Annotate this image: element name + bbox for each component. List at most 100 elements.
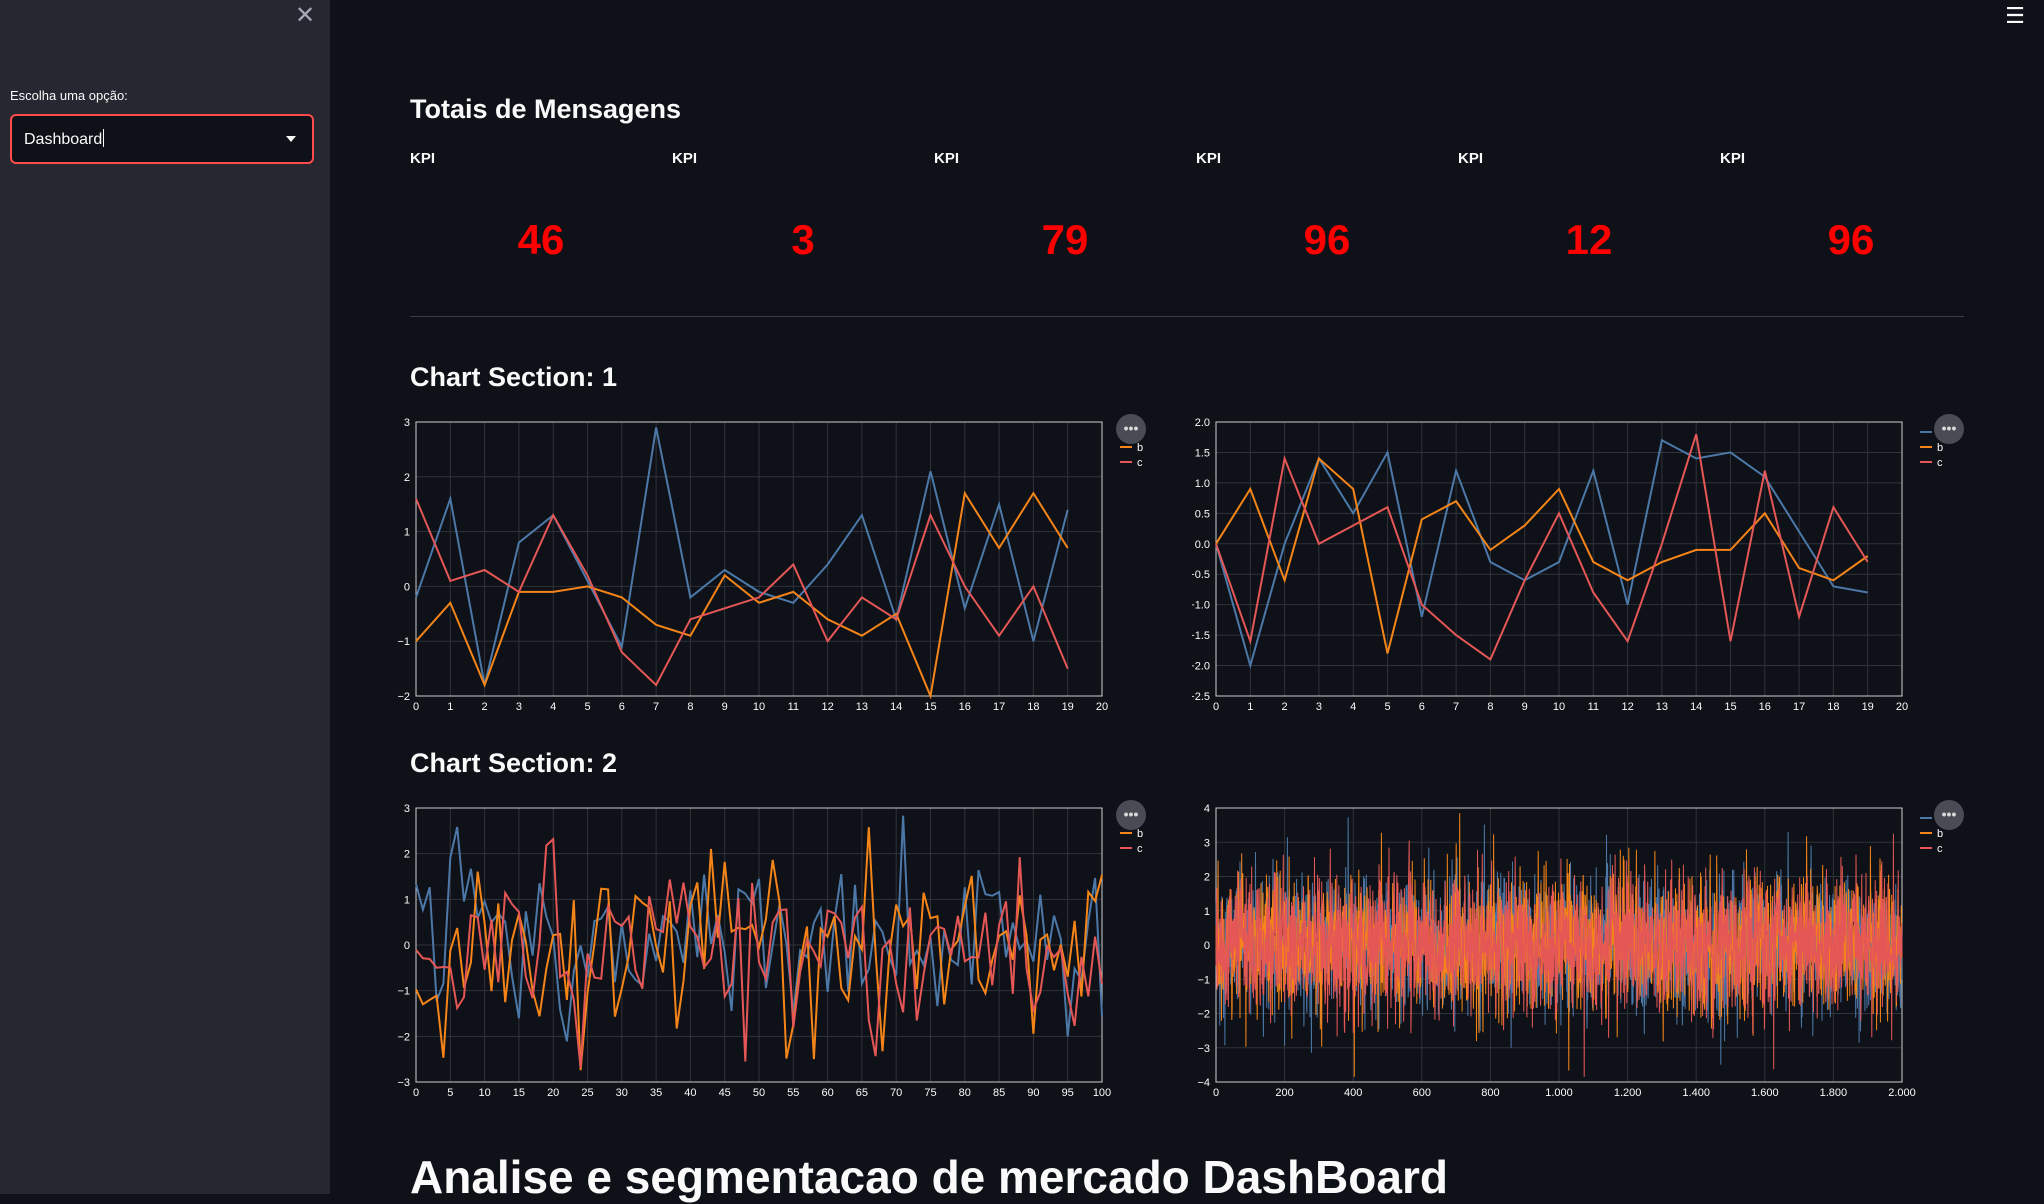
x-tick-label: 85 — [993, 1087, 1005, 1096]
series-line-c — [415, 498, 1069, 687]
kpi-label: KPI — [934, 150, 960, 167]
x-tick-label: 70 — [890, 1087, 902, 1096]
kpi-value: 96 — [1827, 216, 1875, 263]
y-tick-label: −2 — [398, 691, 410, 703]
y-tick-label: 1 — [404, 527, 410, 539]
x-tick-label: 800 — [1481, 1087, 1499, 1096]
x-tick-label: 12 — [821, 701, 833, 710]
plot-frame — [1215, 421, 1903, 697]
x-tick-label: 2,000 — [1888, 1087, 1916, 1096]
kpi-value: 96 — [1303, 216, 1351, 263]
x-tick-label: 16 — [1759, 701, 1771, 710]
plot-frame — [415, 421, 1103, 697]
x-tick-label: 60 — [821, 1087, 833, 1096]
option-select[interactable]: Dashboard — [10, 114, 314, 164]
kpi-value: 79 — [1041, 216, 1089, 263]
x-tick-label: 20 — [547, 1087, 559, 1096]
chart-more-button[interactable]: ••• — [1934, 800, 1964, 830]
x-tick-label: 25 — [581, 1087, 593, 1096]
divider — [410, 316, 1964, 317]
x-tick-label: 14 — [1690, 701, 1702, 710]
kpi-section-title: Totais de Mensagens — [410, 94, 682, 124]
x-tick-label: 9 — [1522, 701, 1528, 710]
kpi-card: KPI 96 — [1720, 148, 1982, 278]
x-tick-label: 200 — [1275, 1087, 1293, 1096]
kpi-label: KPI — [410, 150, 436, 167]
x-tick-label: 1,800 — [1820, 1087, 1848, 1096]
y-tick-label: 0.5 — [1195, 508, 1210, 520]
chart-more-button[interactable]: ••• — [1116, 414, 1146, 444]
y-tick-label: −1 — [398, 986, 410, 998]
chart-section-1-title: Chart Section: 1 — [410, 362, 618, 392]
chart-svg: 0 200 400 600 800 1,000 1,200 1,400 1,600 1,800 2,… — [1197, 803, 1944, 1096]
x-tick-label: 55 — [787, 1087, 799, 1096]
x-tick-label: 2 — [1282, 701, 1288, 710]
x-tick-label: 1,200 — [1614, 1087, 1642, 1096]
y-tick-label: 2 — [1204, 872, 1210, 884]
y-tick-label: 2 — [404, 472, 410, 484]
close-icon[interactable]: ✕ — [294, 2, 316, 29]
x-tick-label: 7 — [1453, 701, 1459, 710]
y-tick-label: −1.0 — [1192, 600, 1210, 612]
line-chart-3[interactable]: 0 5 10 15 20 25 30 35 40 45 50 55 60 65 70 75 80 85 90 95 10… — [398, 796, 1178, 1096]
page-title: Analise e segmentacao de mercado DashBoa… — [410, 1151, 1448, 1203]
y-tick-label: 3 — [404, 803, 410, 815]
x-tick-label: 16 — [959, 701, 971, 710]
x-tick-label: 10 — [753, 701, 765, 710]
y-tick-label: −1 — [398, 636, 410, 648]
hamburger-icon[interactable]: ☰ — [2005, 3, 2025, 28]
x-tick-label: 18 — [1027, 701, 1039, 710]
series-line-a — [415, 815, 1103, 1042]
x-tick-label: 1,400 — [1682, 1087, 1710, 1096]
chart-more-button[interactable]: ••• — [1934, 414, 1964, 444]
series-line-a — [1215, 438, 1868, 670]
x-tick-label: 20 — [1896, 701, 1908, 710]
x-tick-label: 19 — [1062, 701, 1074, 710]
y-tick-label: −4 — [1197, 1077, 1210, 1089]
legend-label: b — [1937, 442, 1943, 454]
x-tick-label: 400 — [1344, 1087, 1362, 1096]
legend-label: c — [1937, 457, 1943, 469]
kpi-card: KPI 12 — [1458, 148, 1720, 278]
x-tick-label: 80 — [959, 1087, 971, 1096]
y-tick-label: 3 — [404, 417, 410, 429]
x-tick-label: 8 — [687, 701, 693, 710]
chart-svg: 0 5 10 15 20 25 30 35 40 45 50 55 60 65 70 75 80 85 90 95 10… — [398, 803, 1144, 1096]
x-tick-label: 18 — [1827, 701, 1839, 710]
select-label: Escolha uma opção: — [10, 88, 128, 103]
x-tick-label: 100 — [1093, 1087, 1111, 1096]
x-tick-label: 4 — [1350, 701, 1356, 710]
x-tick-label: 40 — [684, 1087, 696, 1096]
series-line-b — [415, 490, 1069, 700]
x-tick-label: 15 — [1724, 701, 1736, 710]
x-tick-label: 6 — [1419, 701, 1425, 710]
x-tick-label: 11 — [788, 701, 799, 710]
line-chart-1[interactable]: 0 1 2 3 4 5 6 7 8 9 10 11 12 13 14 15 16 17 18 19 20 3 2 1 0 −1 −2… — [398, 410, 1178, 710]
line-chart-2[interactable]: 0 1 2 3 4 5 6 7 8 9 10 11 12 13 14 15 16 17 18 19 20 2.0 1.5 1.… — [1192, 410, 1972, 710]
chart-more-button[interactable]: ••• — [1116, 800, 1146, 830]
y-tick-label: 0 — [404, 940, 410, 952]
y-tick-label: −0.5 — [1192, 569, 1210, 581]
x-tick-label: 5 — [447, 1087, 453, 1096]
series-line-b — [1215, 456, 1869, 654]
chart-section-2-title: Chart Section: 2 — [410, 748, 618, 778]
kpi-value: 3 — [791, 216, 815, 263]
legend-label: c — [1137, 457, 1143, 469]
y-tick-label: 0 — [1204, 940, 1210, 952]
x-tick-label: 1 — [447, 701, 453, 710]
y-tick-label: −3 — [398, 1077, 410, 1089]
x-tick-label: 95 — [1062, 1087, 1074, 1096]
kpi-card: KPI 46 — [410, 148, 672, 278]
chevron-down-icon — [286, 136, 296, 142]
y-tick-label: −2 — [398, 1031, 410, 1043]
x-tick-label: 6 — [619, 701, 625, 710]
x-tick-label: 50 — [753, 1087, 765, 1096]
y-tick-label: 1 — [1204, 906, 1210, 918]
x-tick-label: 11 — [1588, 701, 1599, 710]
series-line-c — [1215, 433, 1869, 662]
x-tick-label: 13 — [1656, 701, 1668, 710]
sidebar: ✕ Escolha uma opção: Dashboard — [0, 0, 330, 1194]
y-tick-label: 1 — [404, 894, 410, 906]
line-chart-4[interactable]: 0 200 400 600 800 1,000 1,200 1,400 1,600 1,800 2,… — [1192, 796, 1972, 1096]
kpi-label: KPI — [1720, 150, 1746, 167]
